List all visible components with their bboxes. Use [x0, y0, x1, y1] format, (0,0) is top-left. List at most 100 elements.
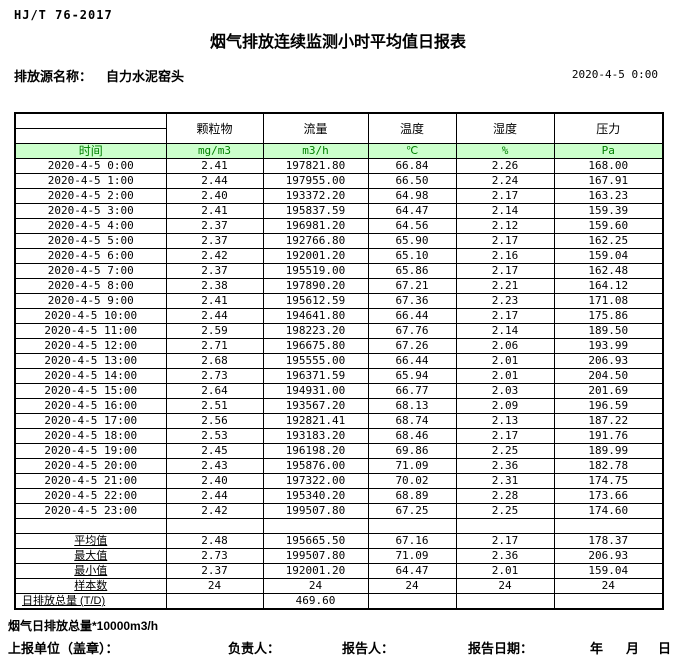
time-cell: 2020-4-5 16:00 — [14, 398, 167, 414]
pressure-cell: 162.25 — [553, 233, 664, 249]
pressure-cell: 206.93 — [553, 353, 664, 369]
temp-cell: 67.16 — [367, 533, 457, 549]
flow-cell: 197955.00 — [262, 173, 369, 189]
humidity-cell: 2.01 — [455, 353, 555, 369]
humidity-cell: 2.13 — [455, 413, 555, 429]
table-row: 2020-4-5 19:00 2.45 196198.20 69.86 2.25 189.… — [14, 443, 664, 459]
table-row: 2020-4-5 16:00 2.51 193567.20 68.13 2.09 196.… — [14, 398, 664, 414]
pm-cell: 2.59 — [165, 323, 264, 339]
temp-cell: 68.46 — [367, 428, 457, 444]
pm-cell: 24 — [165, 578, 264, 594]
flow-cell: 195555.00 — [262, 353, 369, 369]
pm-cell: 2.40 — [165, 188, 264, 204]
table-row: 2020-4-5 8:00 2.38 197890.20 67.21 2.21 164.1… — [14, 278, 664, 294]
humidity-cell: 2.23 — [455, 293, 555, 309]
table-row: 2020-4-5 15:00 2.64 194931.00 66.77 2.03 201.… — [14, 383, 664, 399]
flow-cell: 193183.20 — [262, 428, 369, 444]
time-cell: 2020-4-5 2:00 — [14, 188, 167, 204]
temp-cell: 65.94 — [367, 368, 457, 384]
report-date-label: 报告日期： — [468, 641, 534, 656]
flow-cell: 196981.20 — [262, 218, 369, 234]
pressure-cell: 187.22 — [553, 413, 664, 429]
flow-cell: 195519.00 — [262, 263, 369, 279]
pressure-cell: 206.93 — [553, 548, 664, 564]
humidity-cell: 2.14 — [455, 203, 555, 219]
temp-cell: 70.02 — [367, 473, 457, 489]
pressure-cell: 189.99 — [553, 443, 664, 459]
humidity-cell: 2.24 — [455, 173, 555, 189]
flow-cell: 196675.80 — [262, 338, 369, 354]
time-cell: 2020-4-5 11:00 — [14, 323, 167, 339]
flow-cell: 195665.50 — [262, 533, 369, 549]
temp-cell: 66.44 — [367, 308, 457, 324]
temp-cell: 67.36 — [367, 293, 457, 309]
emission-source-line: 排放源名称： 自力水泥窑头 — [14, 66, 184, 85]
flow-cell: 192766.80 — [262, 233, 369, 249]
time-cell: 2020-4-5 17:00 — [14, 413, 167, 429]
units-row: 时间 mg/m3 m3/h ℃ % Pa — [14, 143, 664, 159]
summary-row: 平均值 2.48 195665.50 67.16 2.17 178.37 — [14, 533, 664, 549]
pm-cell — [165, 593, 264, 610]
table-row: 2020-4-5 23:00 2.42 199507.80 67.25 2.25 174.… — [14, 503, 664, 519]
flow-cell: 196371.59 — [262, 368, 369, 384]
humidity-cell: 2.25 — [455, 503, 555, 519]
humidity-cell: 2.36 — [455, 548, 555, 564]
pressure-cell: 159.39 — [553, 203, 664, 219]
summary-label-cell: 最大值 — [14, 548, 167, 564]
flow-cell: 194931.00 — [262, 383, 369, 399]
table-row: 2020-4-5 11:00 2.59 198223.20 67.76 2.14 189.… — [14, 323, 664, 339]
report-datetime: 2020-4-5 0:00 — [571, 68, 658, 81]
table-row: 2020-4-5 9:00 2.41 195612.59 67.36 2.23 171.0… — [14, 293, 664, 309]
unit-pm: mg/m3 — [165, 143, 264, 159]
humidity-cell: 2.09 — [455, 398, 555, 414]
temp-cell: 67.25 — [367, 503, 457, 519]
time-cell: 2020-4-5 3:00 — [14, 203, 167, 219]
time-cell: 2020-4-5 7:00 — [14, 263, 167, 279]
unit-humidity: % — [455, 143, 555, 159]
summary-row: 日排放总量 (T/D) 469.60 — [14, 593, 664, 610]
pm-cell: 2.37 — [165, 263, 264, 279]
flow-cell: 24 — [262, 578, 369, 594]
temp-cell: 66.77 — [367, 383, 457, 399]
pressure-cell: 178.37 — [553, 533, 664, 549]
temp-cell: 67.76 — [367, 323, 457, 339]
flow-cell: 195612.59 — [262, 293, 369, 309]
time-cell: 2020-4-5 21:00 — [14, 473, 167, 489]
humidity-cell: 2.17 — [455, 533, 555, 549]
humidity-cell — [455, 593, 555, 610]
pm-cell: 2.37 — [165, 233, 264, 249]
time-cell: 2020-4-5 0:00 — [14, 158, 167, 174]
pm-cell: 2.56 — [165, 413, 264, 429]
pressure-cell: 204.50 — [553, 368, 664, 384]
time-cell: 2020-4-5 8:00 — [14, 278, 167, 294]
day-label: 日 — [658, 641, 672, 656]
pressure-cell: 24 — [553, 578, 664, 594]
summary-label-cell: 样本数 — [14, 578, 167, 594]
flow-cell: 198223.20 — [262, 323, 369, 339]
humidity-cell: 2.36 — [455, 458, 555, 474]
reporter-label: 报告人： — [342, 641, 395, 656]
pm-cell: 2.71 — [165, 338, 264, 354]
month-label: 月 — [626, 641, 640, 656]
pressure-cell: 159.04 — [553, 248, 664, 264]
total-emission-note: 烟气日排放总量*10000m3/h — [8, 619, 159, 633]
flow-cell: 192001.20 — [262, 248, 369, 264]
time-cell: 2020-4-5 22:00 — [14, 488, 167, 504]
pressure-cell: 164.12 — [553, 278, 664, 294]
emission-source-label: 排放源名称： — [14, 69, 93, 84]
flow-cell: 199507.80 — [262, 503, 369, 519]
column-header-flow: 流量 — [262, 112, 369, 144]
temp-cell: 66.44 — [367, 353, 457, 369]
temp-cell: 64.98 — [367, 188, 457, 204]
summary-row: 最大值 2.73 199507.80 71.09 2.36 206.93 — [14, 548, 664, 564]
pm-cell: 2.44 — [165, 308, 264, 324]
flow-cell: 197322.00 — [262, 473, 369, 489]
pm-cell: 2.48 — [165, 533, 264, 549]
pressure-cell: 173.66 — [553, 488, 664, 504]
humidity-cell: 2.03 — [455, 383, 555, 399]
flow-cell: 193567.20 — [262, 398, 369, 414]
humidity-cell: 2.12 — [455, 218, 555, 234]
pressure-cell: 159.04 — [553, 563, 664, 579]
summary-label-cell: 最小值 — [14, 563, 167, 579]
pressure-cell: 174.60 — [553, 503, 664, 519]
